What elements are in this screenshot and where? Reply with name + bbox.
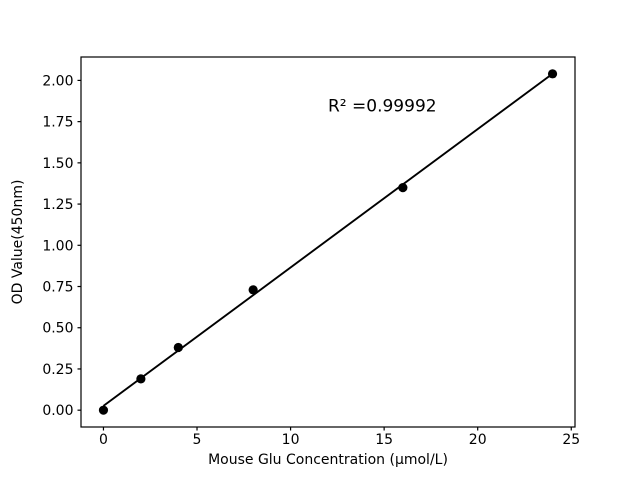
y-tick-label: 0.25 [42, 362, 73, 378]
data-point [398, 182, 408, 193]
r-squared-annotation: R² =0.99992 [328, 97, 437, 117]
x-tick-label: 15 [375, 432, 393, 448]
y-tick-label: 0.50 [42, 321, 73, 337]
y-tick-label: 2.00 [42, 73, 73, 89]
x-tick-label: 0 [99, 432, 108, 448]
y-tick-label: 0.00 [42, 403, 73, 419]
data-point [547, 69, 558, 79]
x-tick-label: 20 [469, 432, 487, 448]
x-tick-label: 10 [282, 432, 300, 448]
data-point [98, 405, 109, 415]
y-axis-label: OD Value(450nm) [10, 180, 26, 305]
y-tick-label: 1.50 [42, 156, 73, 172]
y-tick-label: 1.75 [42, 115, 73, 131]
y-tick-label: 1.25 [42, 197, 73, 213]
fit-line [102, 72, 554, 407]
y-tick-label: 0.75 [42, 280, 73, 296]
data-point [136, 374, 146, 384]
data-point [173, 342, 183, 353]
x-tick-label: 5 [193, 432, 202, 448]
x-axis-label: Mouse Glu Concentration (μmol/L) [208, 452, 448, 468]
plot-frame [80, 56, 576, 428]
y-tick-label: 1.00 [42, 238, 73, 254]
x-tick-label: 25 [562, 432, 580, 448]
data-point [248, 285, 258, 295]
